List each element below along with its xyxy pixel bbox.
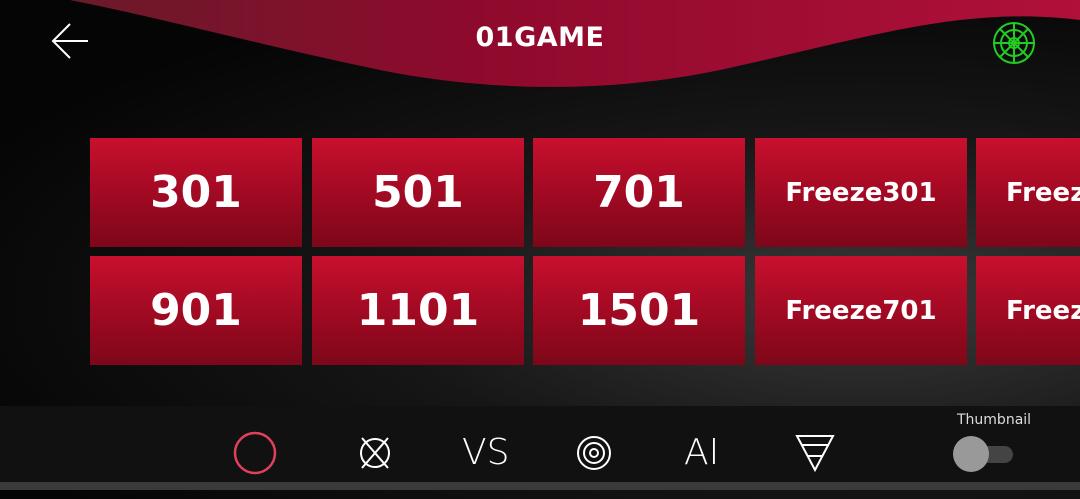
game-tile[interactable]: Freeze301 <box>755 138 967 247</box>
game-tile[interactable]: Freeze701 <box>755 256 967 365</box>
toggle-knob <box>953 436 989 472</box>
game-grid: 301501701Freeze301Freeze90111011501Freez… <box>90 138 1080 366</box>
target-icon[interactable] <box>569 428 619 478</box>
bottom-bar <box>0 406 1080 490</box>
cricket-icon[interactable] <box>350 428 400 478</box>
zero-one-icon[interactable] <box>233 428 283 478</box>
page-title: 01GAME <box>475 22 605 53</box>
ai-icon[interactable]: AI <box>684 432 720 473</box>
thumbnail-toggle[interactable] <box>953 436 1015 472</box>
game-tile[interactable]: 901 <box>90 256 302 365</box>
game-tile[interactable]: 1501 <box>533 256 745 365</box>
arrow-left-icon[interactable] <box>50 22 90 62</box>
game-tile[interactable]: Freeze <box>976 138 1080 247</box>
game-tile[interactable]: 501 <box>312 138 524 247</box>
game-tile[interactable]: 701 <box>533 138 745 247</box>
funnel-icon[interactable] <box>790 428 840 478</box>
game-tile[interactable]: 1101 <box>312 256 524 365</box>
dartboard-icon[interactable] <box>991 20 1037 66</box>
versus-icon[interactable]: VS <box>462 432 510 473</box>
game-tile[interactable]: 301 <box>90 138 302 247</box>
thumbnail-label: Thumbnail <box>957 412 1032 428</box>
game-tile[interactable]: Freeze <box>976 256 1080 365</box>
header-swoosh <box>70 0 1080 87</box>
